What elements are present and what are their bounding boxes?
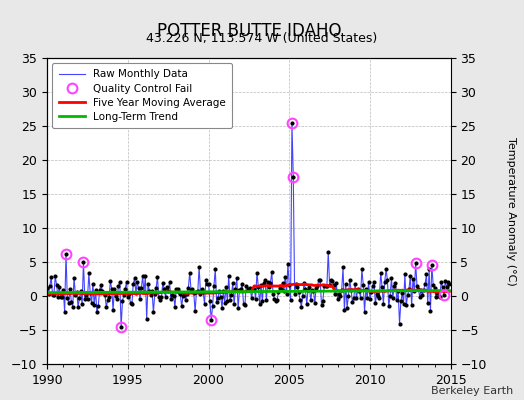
Quality Control Fail (441, 292, 447, 297)
Five Year Moving Average (301, 282, 307, 286)
Five Year Moving Average (46, 292, 52, 296)
Raw Monthly Data (46, 292, 52, 296)
Long-Term Trend (282, 289, 288, 294)
Long-Term Trend (290, 289, 297, 294)
Raw Monthly Data (285, 261, 291, 266)
Quality Control Fail (289, 120, 295, 125)
Five Year Moving Average (446, 289, 452, 294)
Line: Long-Term Trend: Long-Term Trend (47, 290, 449, 293)
Legend: Raw Monthly Data, Quality Control Fail, Five Year Moving Average, Long-Term Tren: Raw Monthly Data, Quality Control Fail, … (52, 63, 232, 128)
Line: Raw Monthly Data: Raw Monthly Data (47, 122, 449, 326)
Five Year Moving Average (44, 292, 50, 296)
Raw Monthly Data (118, 324, 124, 329)
Raw Monthly Data (289, 120, 295, 125)
Raw Monthly Data (293, 282, 299, 286)
Line: Five Year Moving Average: Five Year Moving Average (47, 284, 449, 294)
Raw Monthly Data (44, 285, 50, 290)
Raw Monthly Data (386, 304, 392, 309)
Quality Control Fail (290, 174, 297, 179)
Long-Term Trend (46, 290, 52, 295)
Text: 43.226 N, 113.574 W (United States): 43.226 N, 113.574 W (United States) (146, 32, 378, 45)
Long-Term Trend (283, 289, 290, 294)
Five Year Moving Average (291, 282, 298, 287)
Quality Control Fail (429, 263, 435, 268)
Quality Control Fail (80, 260, 86, 264)
Raw Monthly Data (446, 282, 452, 286)
Five Year Moving Average (285, 283, 291, 288)
Text: Berkeley Earth: Berkeley Earth (431, 386, 514, 396)
Long-Term Trend (446, 288, 452, 293)
Quality Control Fail (63, 252, 69, 256)
Long-Term Trend (409, 288, 415, 293)
Five Year Moving Average (386, 288, 392, 293)
Five Year Moving Average (90, 292, 96, 297)
Quality Control Fail (208, 318, 214, 322)
Five Year Moving Average (283, 283, 290, 288)
Five Year Moving Average (411, 288, 418, 292)
Long-Term Trend (44, 290, 50, 295)
Quality Control Fail (412, 261, 419, 266)
Long-Term Trend (383, 288, 389, 293)
Quality Control Fail (118, 324, 124, 329)
Raw Monthly Data (411, 288, 418, 293)
Raw Monthly Data (283, 292, 290, 296)
Title: POTTER BUTTE IDAHO: POTTER BUTTE IDAHO (157, 22, 341, 40)
Y-axis label: Temperature Anomaly (°C): Temperature Anomaly (°C) (506, 137, 516, 285)
Line: Quality Control Fail: Quality Control Fail (61, 118, 449, 332)
